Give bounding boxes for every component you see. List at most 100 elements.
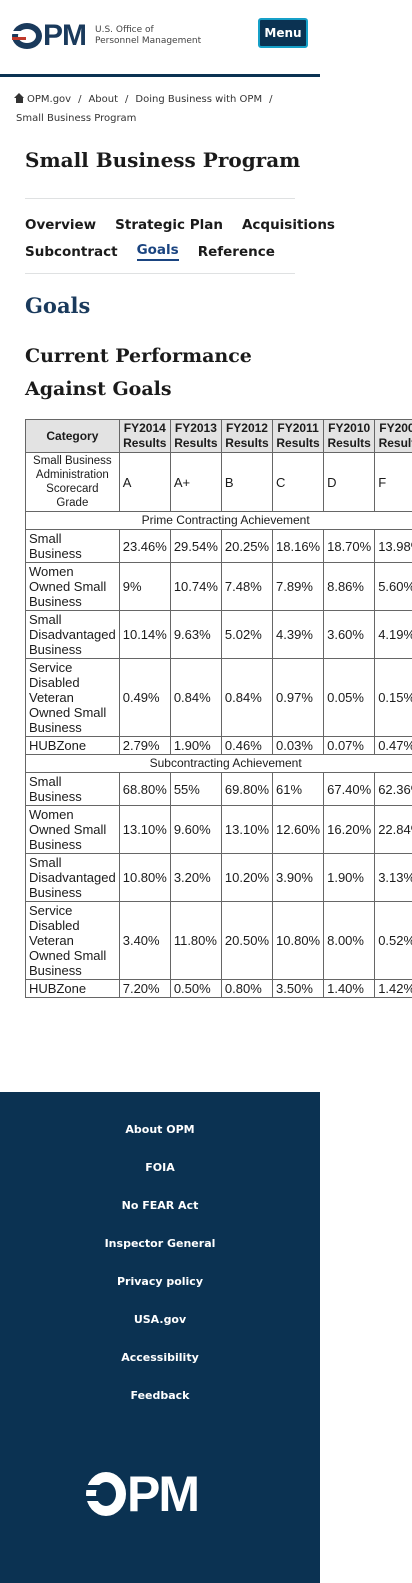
table-value-cell: 55% (169, 772, 222, 806)
footer-link-foia[interactable]: FOIA (145, 1161, 175, 1174)
tab-subcontract[interactable]: Subcontract (25, 243, 118, 260)
table-value-cell: 13.10% (220, 805, 274, 854)
table-value-cell: D (323, 452, 376, 512)
table-value-cell: 0.07% (323, 736, 376, 755)
breadcrumb-about[interactable]: About (88, 94, 119, 105)
section-tabs: Overview Strategic Plan Acquisitions Sub… (25, 211, 335, 265)
tab-reference[interactable]: Reference (197, 243, 275, 260)
table-value-cell: 9% (118, 562, 171, 611)
footer-opm-pm-glyph: PM (127, 1466, 200, 1522)
table-value-cell: 12.60% (272, 805, 325, 854)
table-value-cell: 10.20% (220, 853, 274, 902)
table-value-cell: 7.89% (272, 562, 325, 611)
table-value-cell: 0.15% (374, 658, 412, 737)
tab-overview[interactable]: Overview (25, 216, 97, 233)
table-value-cell: 1.42% (374, 979, 412, 998)
site-header: PM U.S. Office of Personnel Management M… (0, 0, 320, 78)
table-value-cell: 0.80% (220, 979, 274, 998)
table-value-cell: 3.50% (272, 979, 325, 998)
table-category-cell: Small Business (25, 772, 120, 806)
breadcrumb-current: Small Business Program (16, 113, 137, 124)
table-value-cell: 3.90% (272, 853, 325, 902)
table-header-cell: FY2012 Results (220, 419, 274, 453)
table-value-cell: 13.10% (118, 805, 171, 854)
table-section-prime: Prime Contracting Achievement (24, 511, 412, 530)
footer-opm-logo[interactable]: PM (86, 1466, 200, 1522)
footer-link-about-opm[interactable]: About OPM (125, 1123, 195, 1136)
table-value-cell: 18.16% (272, 529, 325, 563)
table-header-cell: FY2011 Results (272, 419, 325, 453)
table-value-cell: 20.25% (220, 529, 274, 563)
opm-o-glyph (12, 23, 42, 49)
table-row: HUBZone 7.20% 0.50% 0.80% 3.50% 1.40% 1.42% (25, 979, 412, 998)
breadcrumb-separator: / (78, 94, 82, 105)
logo-text-line2: Personnel Management (95, 36, 202, 46)
table-value-cell: 67.40% (323, 772, 376, 806)
footer-link-no-fear-act[interactable]: No FEAR Act (121, 1199, 199, 1212)
table-value-cell: 23.46% (118, 529, 171, 563)
table-category-cell: HUBZone (25, 979, 120, 998)
table-section-subcontracting: Subcontracting Achievement (24, 754, 412, 773)
table-value-cell: 0.46% (220, 736, 274, 755)
tab-goals[interactable]: Goals (136, 242, 179, 261)
table-value-cell: 0.05% (323, 658, 376, 737)
table-value-cell: B (220, 452, 274, 512)
table-category-cell: Women Owned Small Business (25, 562, 120, 611)
table-row: Small Business 23.46% 29.54% 20.25% 18.16% 18… (25, 529, 412, 563)
table-value-cell: 10.80% (272, 901, 325, 980)
table-value-cell: 10.14% (118, 610, 171, 659)
tab-strategic-plan[interactable]: Strategic Plan (115, 216, 223, 233)
table-row: Women Owned Small Business 13.10% 9.60% 13.… (25, 805, 412, 854)
menu-button[interactable]: Menu (258, 18, 308, 48)
table-header-cell: FY2009 Results (374, 419, 412, 453)
tabs-divider-bottom (25, 273, 295, 274)
table-value-cell: 22.84% (374, 805, 412, 854)
sub-heading: Current Performance Against Goals (25, 345, 252, 400)
table-value-cell: 61% (272, 772, 325, 806)
table-value-cell: 68.80% (118, 772, 171, 806)
table-category-cell: Small Business Administration Scorecard … (25, 452, 120, 512)
table-value-cell: 62.36% (374, 772, 412, 806)
table-value-cell: 9.63% (169, 610, 222, 659)
table-value-cell: 10.80% (118, 853, 171, 902)
performance-table: Category FY2014 Results FY2013 Results F… (24, 419, 412, 998)
footer-link-feedback[interactable]: Feedback (130, 1389, 190, 1402)
table-value-cell: 7.48% (220, 562, 274, 611)
table-value-cell: 1.90% (169, 736, 222, 755)
table-body: Small Business Administration Scorecard … (24, 452, 412, 998)
table-value-cell: 10.74% (169, 562, 222, 611)
breadcrumb-doing-business[interactable]: Doing Business with OPM (135, 94, 263, 105)
table-header-row: Category FY2014 Results FY2013 Results F… (25, 419, 412, 453)
table-value-cell: 8.86% (323, 562, 376, 611)
tabs-divider-top (25, 198, 295, 199)
table-section-label: Subcontracting Achievement (24, 754, 412, 773)
table-value-cell: A (118, 452, 171, 512)
table-value-cell: 29.54% (169, 529, 222, 563)
table-header-cell: FY2014 Results (118, 419, 171, 453)
table-value-cell: 18.70% (323, 529, 376, 563)
footer-link-privacy-policy[interactable]: Privacy policy (116, 1275, 204, 1288)
table-value-cell: 0.50% (169, 979, 222, 998)
footer-opm-o-glyph (86, 1472, 126, 1516)
footer-link-accessibility[interactable]: Accessibility (121, 1351, 199, 1364)
table-value-cell: 13.98% (374, 529, 412, 563)
table-row-scorecard-grade: Small Business Administration Scorecard … (25, 452, 412, 512)
table-value-cell: 3.20% (169, 853, 222, 902)
table-category-cell: Women Owned Small Business (25, 805, 120, 854)
footer-link-inspector-general[interactable]: Inspector General (104, 1237, 216, 1250)
table-row: Small Disadvantaged Business 10.14% 9.63% 5… (25, 610, 412, 659)
table-value-cell: 5.60% (374, 562, 412, 611)
table-value-cell: C (272, 452, 325, 512)
table-row: Service Disabled Veteran Owned Small Bus… (25, 901, 412, 980)
table-value-cell: 0.47% (374, 736, 412, 755)
footer-link-usa-gov[interactable]: USA.gov (133, 1313, 187, 1326)
footer-links: About OPM FOIA No FEAR Act Inspector Gen… (0, 1120, 320, 1424)
table-value-cell: 11.80% (169, 901, 222, 980)
tab-row-2: Subcontract Goals Reference (25, 238, 305, 265)
opm-logo[interactable]: PM U.S. Office of Personnel Management (12, 21, 202, 51)
tab-acquisitions[interactable]: Acquisitions (241, 216, 335, 233)
breadcrumb-opm-gov[interactable]: OPM.gov (27, 94, 72, 105)
table-value-cell: 4.39% (272, 610, 325, 659)
opm-logo-mark: PM (12, 21, 87, 51)
tab-row-1: Overview Strategic Plan Acquisitions (25, 211, 335, 238)
